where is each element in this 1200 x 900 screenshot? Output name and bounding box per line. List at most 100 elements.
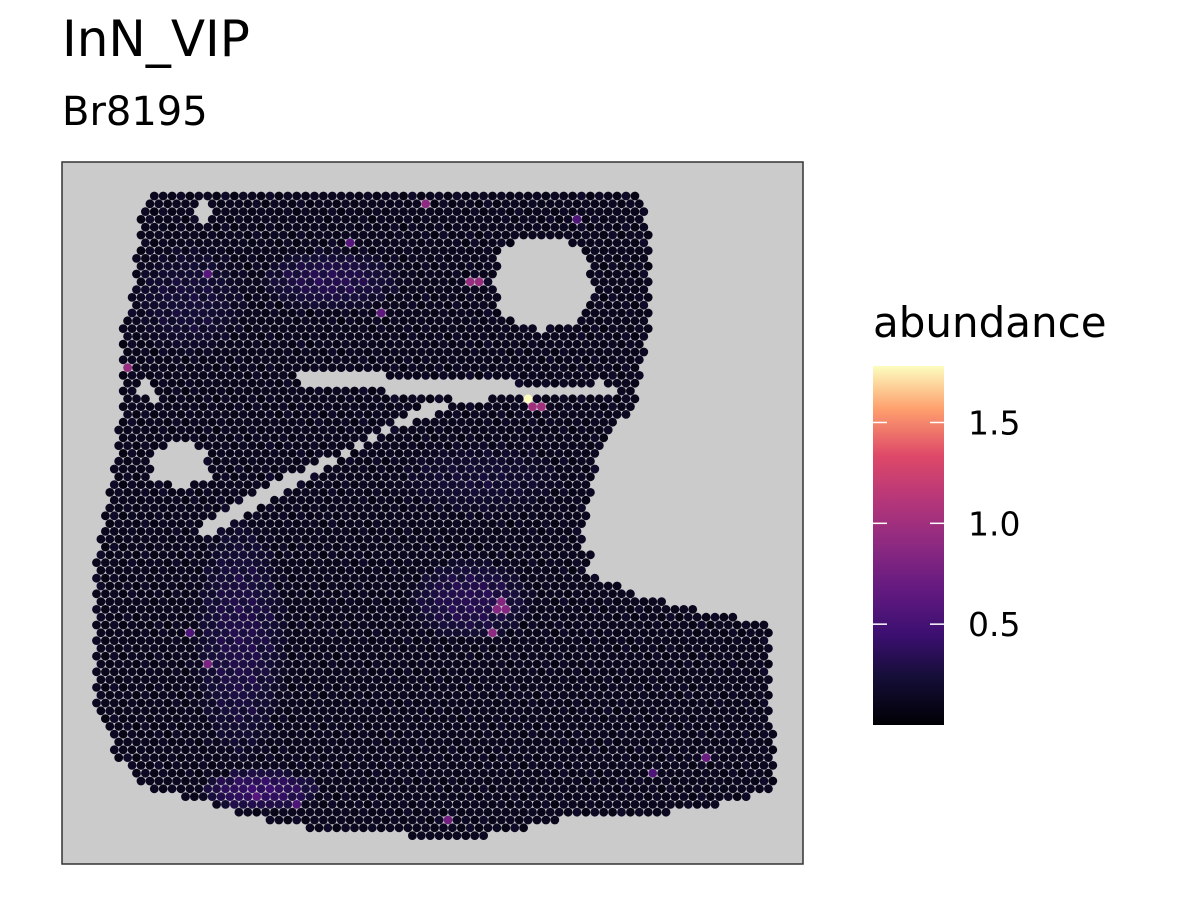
spot-1736	[385, 449, 395, 458]
spot-2076	[372, 503, 382, 513]
spot-466	[399, 254, 408, 263]
spot-4253	[603, 753, 613, 762]
spot-28	[399, 191, 408, 201]
spot-703	[385, 293, 395, 302]
spot-1233	[181, 371, 190, 380]
spot-2958	[501, 620, 511, 630]
spot-1840	[483, 464, 493, 474]
spot-947	[256, 332, 266, 341]
spot-62	[216, 199, 226, 209]
spot-4016	[483, 729, 493, 739]
spot-644	[283, 285, 293, 294]
spot-4310	[465, 761, 475, 770]
spot-592	[243, 277, 253, 287]
spot-4201	[141, 753, 150, 762]
spot-4208	[203, 753, 213, 762]
spot-3697	[314, 698, 324, 708]
spot-3860	[421, 714, 431, 723]
spot-3837	[216, 714, 226, 723]
spot-1943	[563, 480, 573, 489]
spot-529	[626, 261, 635, 271]
spot-1806	[109, 464, 119, 474]
spot-663	[452, 285, 462, 294]
spot-1231	[163, 371, 173, 380]
spot-541	[212, 269, 222, 279]
spot-4421	[172, 776, 182, 786]
spot-729	[185, 300, 195, 310]
spot-1053	[149, 347, 159, 357]
spot-2198	[541, 519, 551, 528]
spot-2157	[149, 519, 159, 528]
spot-4384	[479, 768, 488, 778]
spot-3055	[692, 628, 702, 638]
spot-1620	[225, 433, 235, 443]
spot-89	[456, 199, 466, 209]
spot-1338	[132, 394, 141, 404]
spot-4424	[198, 776, 208, 786]
spot-4699	[403, 807, 413, 817]
spot-575	[603, 269, 613, 279]
spot-1209	[488, 363, 497, 372]
spot-4413	[737, 768, 747, 778]
spot-3863	[448, 714, 457, 723]
spot-3509	[675, 675, 684, 684]
spot-961	[381, 332, 391, 341]
spot-3956	[612, 722, 622, 731]
spot-380	[586, 238, 595, 248]
spot-3348	[594, 659, 604, 669]
spot-3514	[719, 675, 729, 684]
spot-1124	[252, 355, 262, 365]
spot-1222	[603, 363, 613, 372]
spot-3396	[341, 667, 350, 677]
spot-203	[483, 215, 493, 224]
spot-3823	[764, 706, 773, 716]
spot-1071	[310, 347, 319, 357]
spot-2482	[149, 566, 159, 575]
spot-3797	[532, 706, 542, 716]
spot-3901	[123, 722, 132, 731]
spot-3467	[301, 675, 310, 684]
spot-4006	[394, 729, 404, 739]
spot-1448	[149, 410, 159, 419]
spot-2859	[265, 612, 275, 622]
spot-278	[136, 230, 146, 240]
spot-2119	[296, 511, 306, 521]
spot-10	[238, 191, 248, 201]
spot-1020	[376, 339, 386, 349]
spot-3349	[603, 659, 613, 669]
spot-227	[194, 222, 204, 232]
spot-458	[327, 254, 337, 263]
spot-3035	[514, 628, 524, 638]
spot-3444	[96, 675, 106, 684]
spot-758	[443, 300, 453, 310]
spot-191	[376, 215, 386, 224]
spot-2425	[136, 558, 146, 567]
spot-4277	[172, 761, 182, 770]
spot-2056	[167, 503, 177, 513]
spot-2951	[439, 620, 448, 630]
spot-4697	[385, 807, 395, 817]
spot-21	[336, 191, 346, 201]
spot-2891	[550, 612, 560, 622]
spot-2218	[252, 527, 262, 536]
spot-1837	[456, 464, 466, 474]
spot-2243	[474, 527, 484, 536]
spot-3578	[608, 683, 617, 692]
spot-3350	[612, 659, 622, 669]
spot-1308	[127, 386, 137, 396]
spot-2814	[465, 605, 475, 614]
spot-1473	[372, 410, 382, 419]
spot-2826	[572, 605, 582, 614]
spot-2560	[350, 573, 359, 583]
spot-3508	[666, 675, 675, 684]
spot-2427	[154, 558, 164, 567]
spot-2380	[238, 550, 248, 560]
spot-2699	[554, 589, 564, 599]
spot-1192	[336, 363, 346, 372]
spot-4376	[408, 768, 417, 778]
spot-3260	[483, 651, 493, 661]
spot-2011	[225, 495, 235, 505]
spot-2116	[270, 511, 279, 521]
spot-3426	[608, 667, 617, 677]
spot-4005	[385, 729, 395, 739]
